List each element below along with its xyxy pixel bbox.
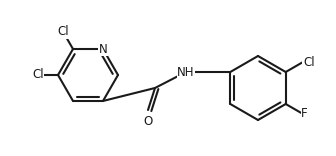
Text: Cl: Cl xyxy=(303,56,314,68)
Text: O: O xyxy=(143,115,153,128)
Text: Cl: Cl xyxy=(32,68,44,81)
Text: Cl: Cl xyxy=(57,25,69,38)
Text: NH: NH xyxy=(177,66,195,78)
Text: N: N xyxy=(99,43,108,56)
Text: F: F xyxy=(301,107,308,119)
